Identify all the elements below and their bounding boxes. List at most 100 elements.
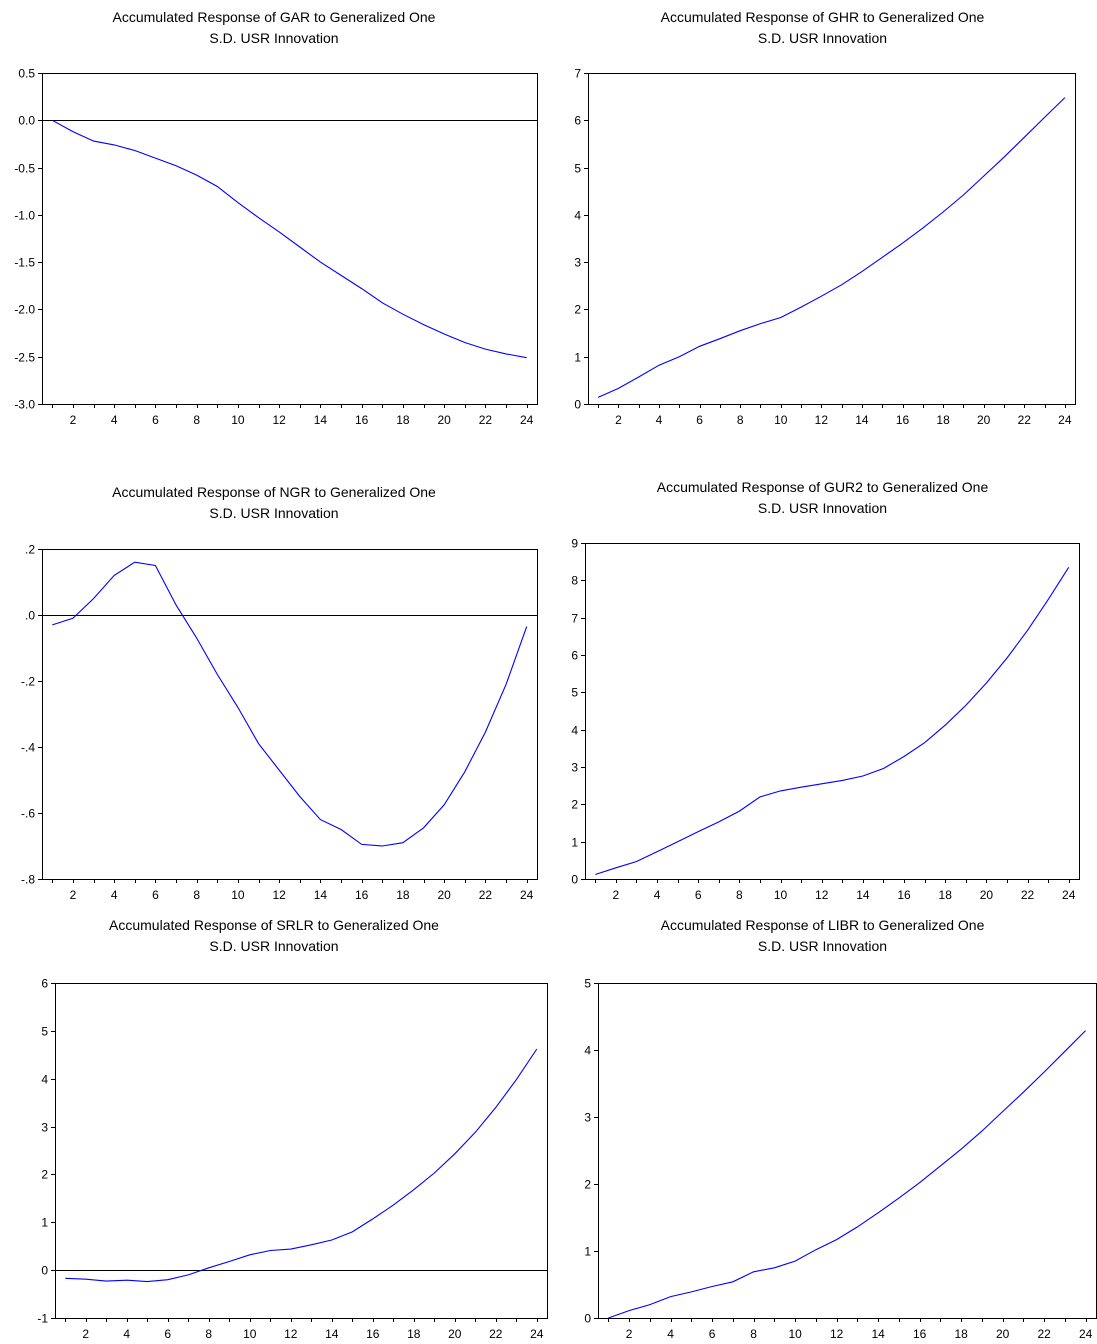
x-tick-label: 24 (1079, 1327, 1093, 1341)
x-tick-label: 6 (152, 413, 159, 427)
y-tick-label: 0.0 (18, 114, 35, 128)
y-tick-label: 1 (584, 1245, 591, 1259)
series-line (608, 1030, 1086, 1319)
x-tick-label: 2 (615, 413, 622, 427)
y-tick-label: 5 (574, 162, 581, 176)
x-tick-label: 18 (954, 1327, 968, 1341)
series-line (597, 97, 1066, 398)
x-tick-label: 6 (709, 1327, 716, 1341)
x-tick-label: 12 (273, 413, 287, 427)
x-tick-label: 4 (667, 1327, 674, 1341)
chart-panel-gar: Accumulated Response of GAR to Generaliz… (0, 0, 548, 440)
chart-panel-libr: Accumulated Response of LIBR to Generali… (548, 914, 1097, 1344)
y-tick-label: 3 (571, 761, 578, 775)
x-tick-label: 10 (774, 888, 788, 902)
x-tick-label: 22 (479, 888, 493, 902)
x-tick-label: 18 (939, 888, 953, 902)
x-tick-label: 10 (774, 413, 788, 427)
x-tick-label: 12 (830, 1327, 844, 1341)
x-tick-label: 22 (1021, 888, 1035, 902)
x-tick-label: 8 (205, 1327, 212, 1341)
y-tick-label: 2 (584, 1178, 591, 1192)
x-tick-label: 16 (355, 413, 369, 427)
x-tick-label: 24 (530, 1327, 544, 1341)
chart-subtitle: S.D. USR Innovation (209, 938, 339, 954)
chart-subtitle: S.D. USR Innovation (209, 30, 339, 46)
x-tick-label: 22 (1018, 413, 1032, 427)
x-tick-label: 12 (273, 888, 287, 902)
x-tick-label: 6 (164, 1327, 171, 1341)
x-tick-label: 20 (438, 888, 452, 902)
x-tick-label: 16 (897, 888, 911, 902)
y-tick-label: -1.0 (14, 209, 35, 223)
x-tick-label: 14 (325, 1327, 339, 1341)
y-tick-label: -.6 (21, 807, 35, 821)
x-tick-label: 20 (980, 888, 994, 902)
chart-title: Accumulated Response of LIBR to Generali… (660, 917, 985, 933)
series-line (52, 561, 528, 847)
x-tick-label: 8 (736, 888, 743, 902)
x-tick-label: 2 (70, 413, 77, 427)
y-tick-label: 2 (571, 798, 578, 812)
x-tick-label: 2 (613, 888, 620, 902)
series-line (595, 567, 1070, 876)
y-tick-label: -3.0 (14, 398, 35, 412)
x-tick-label: 14 (314, 413, 328, 427)
x-tick-label: 8 (193, 413, 200, 427)
x-tick-label: 6 (695, 888, 702, 902)
x-tick-label: 4 (111, 413, 118, 427)
x-tick-label: 20 (996, 1327, 1010, 1341)
x-tick-label: 16 (896, 413, 910, 427)
plot-frame (598, 983, 1097, 1319)
y-tick-label: 0 (571, 873, 578, 887)
y-tick-label: 6 (571, 649, 578, 663)
y-tick-label: -2.5 (14, 351, 35, 365)
y-tick-label: -.8 (21, 873, 35, 887)
chart-title: Accumulated Response of GUR2 to Generali… (656, 479, 989, 495)
chart-panel-gur2: Accumulated Response of GUR2 to Generali… (548, 476, 1097, 902)
y-tick-label: 1 (574, 351, 581, 365)
x-tick-label: 14 (871, 1327, 885, 1341)
x-tick-label: 14 (856, 888, 870, 902)
x-tick-label: 24 (1058, 413, 1072, 427)
chart-title: Accumulated Response of SRLR to Generali… (109, 917, 439, 933)
x-tick-label: 6 (696, 413, 703, 427)
chart-panel-ngr: Accumulated Response of NGR to Generaliz… (0, 476, 548, 902)
x-tick-label: 14 (855, 413, 869, 427)
y-tick-label: -2.0 (14, 303, 35, 317)
y-tick-label: 5 (571, 686, 578, 700)
x-tick-label: 2 (82, 1327, 89, 1341)
series-line (52, 119, 527, 359)
x-tick-label: 10 (231, 888, 245, 902)
plot-frame (42, 549, 538, 880)
y-tick-label: .0 (25, 609, 35, 623)
x-tick-label: 12 (815, 413, 829, 427)
x-tick-label: 4 (656, 413, 663, 427)
x-tick-label: 24 (520, 413, 534, 427)
x-tick-label: 4 (654, 888, 661, 902)
x-tick-label: 20 (448, 1327, 462, 1341)
plot-frame (55, 983, 548, 1319)
x-tick-label: 24 (520, 888, 534, 902)
y-tick-label: 2 (41, 1168, 48, 1182)
x-tick-label: 8 (193, 888, 200, 902)
y-tick-label: -1.5 (14, 256, 35, 270)
x-tick-label: 18 (396, 888, 410, 902)
y-tick-label: -.2 (21, 675, 35, 689)
y-tick-label: -0.5 (14, 162, 35, 176)
plot-frame (588, 73, 1076, 405)
y-tick-label: 5 (584, 977, 591, 991)
x-tick-label: 2 (626, 1327, 633, 1341)
x-tick-label: 10 (243, 1327, 257, 1341)
x-tick-label: 22 (479, 413, 493, 427)
x-tick-label: 4 (123, 1327, 130, 1341)
y-tick-label: 6 (574, 114, 581, 128)
y-tick-label: 9 (571, 537, 578, 551)
y-tick-label: 7 (574, 67, 581, 81)
chart-subtitle: S.D. USR Innovation (209, 505, 339, 521)
y-tick-label: 0 (41, 1264, 48, 1278)
